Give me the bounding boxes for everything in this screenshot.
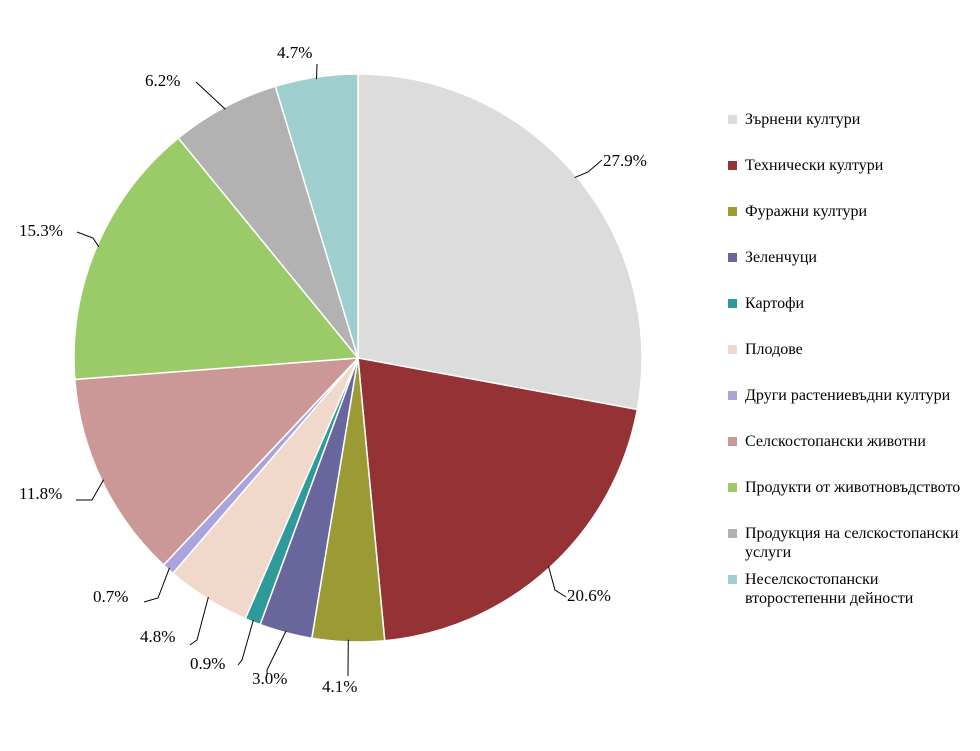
legend-swatch — [728, 345, 737, 354]
leader-line — [237, 619, 254, 666]
legend-label: Технически култури — [745, 157, 884, 174]
legend-label: Продукция на селскостопански услуги — [745, 525, 959, 561]
pie-slice — [357, 73, 643, 411]
leader-line — [76, 231, 100, 248]
legend-label: Продукти от животновъдството — [745, 479, 961, 496]
legend-swatch — [728, 437, 737, 446]
legend-swatch — [728, 575, 737, 584]
data-label: 4.1% — [322, 677, 357, 696]
legend-swatch — [728, 253, 737, 262]
data-label: 6.2% — [145, 71, 180, 90]
leader-line — [574, 159, 603, 179]
legend-label: Други растениевъдни култури — [745, 387, 951, 404]
pie-slices — [73, 73, 643, 643]
legend-label: Картофи — [745, 295, 805, 312]
legend-label: Плодове — [745, 341, 803, 358]
leader-line — [76, 479, 105, 501]
legend-label: Зеленчуци — [745, 249, 817, 266]
legend-swatch — [728, 483, 737, 492]
data-label: 4.7% — [277, 43, 312, 62]
pie-slice — [73, 136, 360, 381]
legend-label: Фуражни култури — [745, 203, 868, 220]
leader-line — [143, 567, 170, 603]
legend-swatch — [728, 207, 737, 216]
data-label: 20.6% — [567, 586, 611, 605]
pie-slice — [357, 357, 639, 642]
legend-swatch — [728, 161, 737, 170]
pie-slice — [74, 357, 360, 567]
leader-line — [316, 64, 318, 80]
data-label: 4.8% — [140, 627, 175, 646]
legend-swatch — [728, 299, 737, 308]
data-label: 0.7% — [93, 587, 128, 606]
data-label: 3.0% — [252, 669, 287, 688]
legend-swatch — [728, 391, 737, 400]
data-label: 27.9% — [603, 151, 647, 170]
legend-label: Зърнени култури — [745, 111, 861, 128]
leader-line — [189, 596, 209, 646]
data-labels: 27.9% 20.6% 4.1% 3.0% 0.9% 4.8% 0.7% 11.8% 15.3%… — [19, 43, 647, 696]
leader-line — [266, 630, 287, 676]
legend-label: Неселскостопански второстепенни дейности — [745, 571, 914, 607]
leader-lines — [76, 64, 603, 676]
data-label: 11.8% — [19, 484, 62, 503]
legend-label: Селскостопански животни — [745, 433, 926, 450]
leader-line — [547, 565, 567, 598]
data-label: 0.9% — [190, 654, 225, 673]
legend-swatch — [728, 115, 737, 124]
legend-swatch — [728, 529, 737, 538]
data-label: 15.3% — [19, 221, 63, 240]
leader-line — [195, 81, 226, 110]
